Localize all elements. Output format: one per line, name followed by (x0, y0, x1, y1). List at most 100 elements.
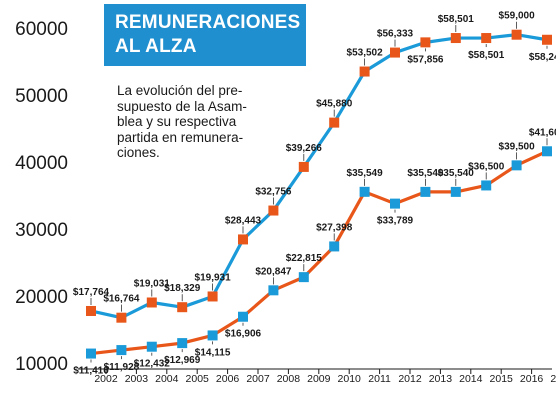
series-1-point (359, 66, 370, 77)
series-2-data-label: $12,969 (164, 355, 201, 366)
series-1-point (450, 33, 461, 44)
series-1-point (542, 34, 552, 45)
x-tick-label: 2014 (459, 373, 483, 385)
series-2-data-label: $35,540 (407, 168, 444, 179)
x-tick-label: 2006 (216, 373, 240, 385)
series-1-data-label: $45,880 (316, 99, 353, 110)
series-1-point (116, 312, 127, 323)
series-2-point (359, 186, 370, 197)
description-line-3: blea y su respectiva (117, 114, 237, 129)
series-2-point (542, 146, 552, 157)
series-2-data-label: $33,789 (377, 216, 414, 227)
chart-title-line-2: AL ALZA (115, 36, 197, 57)
series-2-point (298, 272, 309, 283)
series-2-data-label: $14,115 (195, 347, 231, 358)
x-tick-label: 2012 (398, 373, 422, 385)
y-tick-label: 50000 (15, 86, 68, 107)
series-1-point (86, 305, 96, 316)
series-2-data-label: $12,432 (134, 359, 171, 370)
y-tick-label: 10000 (15, 354, 68, 375)
x-tick-label: 2002 (94, 373, 118, 385)
series-1-data-label: $58,501 (468, 50, 505, 61)
chart-title-line-1: REMUNERACIONES (115, 12, 301, 33)
x-tick-label: 2013 (429, 373, 453, 385)
x-tick-label: 2009 (307, 373, 331, 385)
series-2-point (238, 311, 248, 322)
x-tick-label: 2015 (490, 373, 514, 385)
series-1-data-label: $16,764 (103, 294, 140, 305)
x-tick-label: 2008 (277, 373, 301, 385)
series-2-line (90, 149, 548, 356)
series-1-data-label: $57,856 (407, 54, 444, 65)
series-2-point (450, 186, 461, 197)
series-1-data-label: $59,000 (499, 11, 536, 22)
series-1-data-label: $19,031 (134, 278, 171, 289)
series-markers (86, 29, 552, 359)
x-tick-label: 2011 (368, 373, 391, 385)
series-1-data-label: $53,502 (347, 48, 384, 59)
series-2-data-label: $35,549 (347, 168, 384, 179)
series-2-point (207, 330, 218, 341)
series-1-point (511, 29, 522, 40)
series-2-data-label: $27,398 (316, 222, 353, 233)
series-2-point (86, 348, 96, 359)
x-tick-label: 2005 (186, 373, 210, 385)
series-2-point (390, 198, 400, 209)
x-tick-label: 2016 (550, 373, 556, 385)
series-2-point (268, 285, 279, 296)
series-1-point (146, 297, 157, 308)
series-2-point (511, 160, 522, 171)
y-tick-label: 30000 (15, 220, 68, 241)
x-tick-label: 2016 (520, 373, 544, 385)
series-2-point (420, 186, 431, 197)
series-1-data-label: $56,333 (377, 29, 414, 40)
series-1-data-label: $17,764 (73, 287, 110, 298)
series-2-data-label: $41,600 (529, 127, 556, 138)
description-line-2: supuesto de la Asam- (117, 98, 247, 114)
series-2-point (116, 345, 127, 356)
series-2-data-label: $22,815 (286, 253, 323, 264)
x-tick-label: 2010 (338, 373, 362, 385)
axes: 2002 2003 2004 2005 2006 2007 2008 2009 2010 2011… (15, 19, 556, 385)
series-1-point (268, 205, 279, 216)
series-2-point (177, 338, 188, 349)
series-2-data-label: $39,500 (499, 141, 536, 152)
series-2-data-label: $11,928 (104, 362, 140, 373)
chart-description: La evolución del pre- supuesto de la Asa… (117, 83, 277, 161)
y-tick-label: 40000 (15, 153, 68, 174)
series-2-data-label: $11,410 (73, 366, 109, 377)
series-1-point (420, 37, 431, 48)
description-line-1: La evolución del pre- (117, 83, 243, 98)
description-line-4: partida en remunera- (117, 129, 244, 145)
series-2-data-label: $35,540 (438, 168, 475, 179)
series-lines (90, 33, 548, 356)
series-1-data-label: $39,266 (286, 143, 323, 154)
x-tick-label: 2007 (246, 373, 270, 385)
series-1-point (177, 302, 188, 313)
x-tick-label: 2004 (155, 373, 179, 385)
series-2-data-label: $20,847 (255, 266, 292, 277)
series-1-data-label: $28,443 (225, 215, 262, 226)
series-2-point (146, 341, 157, 352)
series-2-point (329, 241, 340, 252)
chart-title: REMUNERACIONES AL ALZA (104, 4, 306, 66)
y-tick-label: 60000 (15, 19, 68, 40)
y-tick-label: 20000 (15, 287, 68, 308)
series-1-data-label: $32,756 (255, 187, 292, 198)
series-1-point (329, 117, 340, 128)
series-1-data-label: $19,931 (195, 272, 232, 283)
series-1-point (390, 47, 400, 58)
series-2-point (481, 180, 492, 191)
x-tick-label: 2003 (125, 373, 149, 385)
series-1-point (481, 33, 492, 44)
series-1-data-label: $58,245 (529, 52, 556, 63)
description-line-5: ciones. (117, 145, 160, 160)
series-1-point (207, 291, 218, 302)
series-1-data-label: $58,501 (438, 14, 475, 25)
series-1-data-label: $18,329 (164, 283, 201, 294)
series-2-data-label: $36,500 (468, 161, 505, 172)
series-1-point (238, 234, 248, 245)
data-labels: $17,764$16,764 $19,031$18,329$19,931 $28,4… (73, 11, 556, 377)
series-1-line (90, 33, 548, 320)
